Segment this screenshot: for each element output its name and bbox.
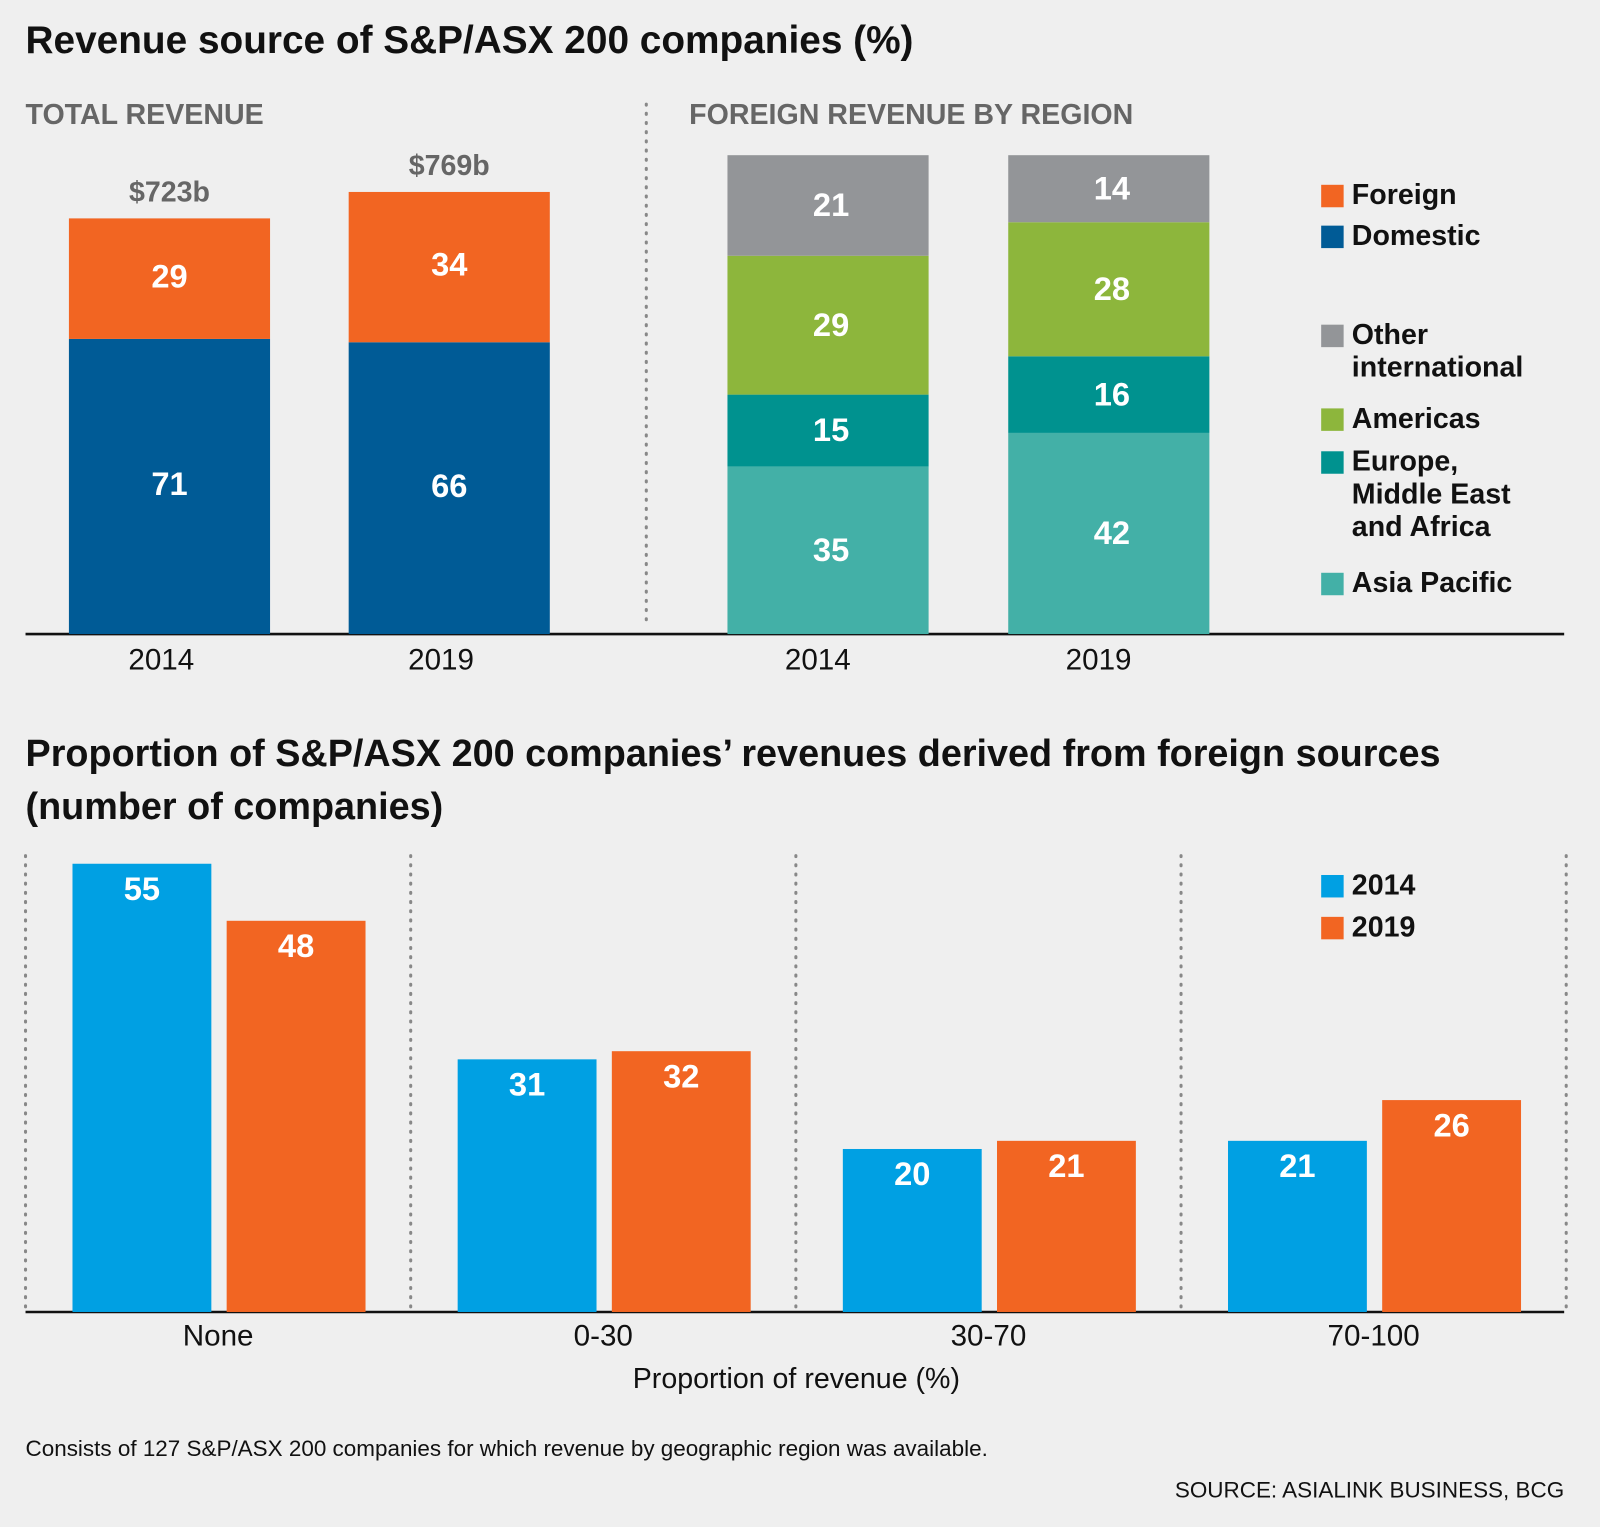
bar bbox=[457, 1059, 597, 1312]
legend-entry: Domestic bbox=[1351, 219, 1481, 252]
main-title: Revenue source of S&P/ASX 200 companies … bbox=[26, 19, 914, 62]
x-tick-label: 2014 bbox=[128, 643, 194, 676]
bar-segment bbox=[727, 466, 929, 635]
legend-entry: Asia Pacific bbox=[1351, 566, 1513, 599]
x-tick-label: 2014 bbox=[785, 643, 851, 676]
chart-title: TOTAL REVENUE bbox=[26, 99, 264, 131]
value-label: 71 bbox=[151, 465, 187, 502]
value-label: 55 bbox=[124, 870, 160, 907]
legend-label: Americas bbox=[1351, 402, 1481, 434]
bar-segment bbox=[68, 338, 271, 635]
legend-label: Domestic bbox=[1351, 219, 1481, 252]
bar-segment bbox=[727, 155, 929, 256]
x-tick-label: 70-100 bbox=[1328, 1319, 1420, 1352]
legend-entry: Foreign bbox=[1351, 178, 1457, 211]
chart-title-box: Proportion of S&P/ASX 200 companies’ rev… bbox=[25, 732, 1441, 828]
bar bbox=[72, 863, 212, 1312]
value-label: 21 bbox=[813, 186, 849, 223]
bar-segment bbox=[1008, 432, 1210, 635]
value-label: 29 bbox=[813, 306, 849, 343]
legend-entry: Europe, Middle East and Africa bbox=[1351, 445, 1511, 543]
value-label: 21 bbox=[1048, 1147, 1084, 1184]
bar bbox=[842, 1148, 982, 1312]
legend-label: 2019 bbox=[1351, 910, 1416, 943]
x-tick-label: 0-30 bbox=[574, 1319, 633, 1352]
legend-label: 2014 bbox=[1351, 868, 1416, 901]
value-label: 20 bbox=[894, 1155, 930, 1192]
total-label: $769b bbox=[409, 150, 490, 182]
x-tick-label: 2019 bbox=[1066, 643, 1132, 676]
bar-segment bbox=[348, 191, 550, 343]
legend-label: Asia Pacific bbox=[1351, 566, 1513, 599]
bar-segment bbox=[68, 218, 271, 339]
bar bbox=[997, 1140, 1136, 1312]
bar-segment bbox=[727, 394, 929, 467]
legend-swatch bbox=[1321, 874, 1344, 898]
bar bbox=[1382, 1100, 1522, 1312]
source: SOURCE: ASIALINK BUSINESS, BCG bbox=[1175, 1478, 1564, 1503]
value-label: 28 bbox=[1094, 270, 1130, 307]
legend-swatch bbox=[1321, 324, 1344, 348]
legend-swatch bbox=[1321, 451, 1344, 474]
bar bbox=[1228, 1140, 1367, 1312]
legend-label: Other international bbox=[1351, 318, 1524, 383]
value-label: 32 bbox=[663, 1057, 699, 1094]
value-label: 42 bbox=[1094, 514, 1130, 551]
x-axis-label: Proportion of revenue (%) bbox=[633, 1363, 960, 1395]
legend-entry: Other international bbox=[1351, 318, 1524, 383]
chart-title: FOREIGN REVENUE BY REGION bbox=[689, 99, 1133, 131]
value-label: 26 bbox=[1433, 1106, 1469, 1143]
x-tick-label: None bbox=[183, 1319, 254, 1352]
value-label: 16 bbox=[1094, 375, 1130, 412]
legend-label: Europe, Middle East and Africa bbox=[1351, 445, 1511, 543]
total-label: $723b bbox=[129, 176, 210, 208]
legend-swatch bbox=[1321, 184, 1344, 208]
chart-title: Proportion of S&P/ASX 200 companies’ rev… bbox=[25, 732, 1441, 828]
legend-entry: 2019 bbox=[1351, 910, 1416, 943]
value-label: 15 bbox=[813, 411, 849, 448]
value-label: 35 bbox=[813, 531, 849, 568]
bar-segment bbox=[348, 342, 550, 635]
value-label: 29 bbox=[151, 257, 187, 294]
x-tick-label: 2019 bbox=[408, 643, 474, 676]
bar bbox=[611, 1051, 751, 1312]
legend-swatch bbox=[1321, 572, 1344, 596]
bar bbox=[226, 920, 366, 1312]
x-tick-label: 30-70 bbox=[951, 1319, 1027, 1352]
bar-segment bbox=[727, 255, 929, 395]
legend-swatch bbox=[1321, 408, 1344, 431]
bar-segment bbox=[1008, 155, 1210, 223]
legend-entry: Americas bbox=[1351, 402, 1481, 434]
value-label: 31 bbox=[509, 1066, 545, 1103]
value-label: 34 bbox=[431, 246, 467, 283]
bar-segment bbox=[1008, 356, 1210, 433]
value-label: 14 bbox=[1094, 169, 1130, 206]
value-label: 48 bbox=[278, 927, 314, 964]
chart-root: Revenue source of S&P/ASX 200 companies … bbox=[23, 19, 1568, 1503]
legend-swatch bbox=[1321, 225, 1344, 249]
legend-swatch bbox=[1321, 916, 1344, 940]
legend-entry: 2014 bbox=[1351, 868, 1416, 901]
value-label: 21 bbox=[1279, 1147, 1315, 1184]
value-label: 66 bbox=[431, 467, 467, 504]
footnote: Consists of 127 S&P/ASX 200 companies fo… bbox=[26, 1436, 988, 1461]
bar-segment bbox=[1008, 222, 1210, 357]
legend-label: Foreign bbox=[1351, 178, 1457, 211]
